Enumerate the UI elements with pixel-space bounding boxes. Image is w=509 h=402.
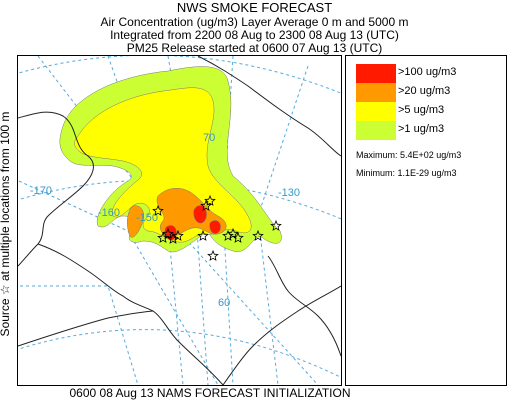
legend-item-1: >1 ug/m3: [356, 121, 502, 140]
legend-label-5: >5 ug/m3: [398, 104, 445, 116]
north-coast: [197, 56, 341, 157]
star-icon: [167, 232, 179, 244]
star-icon: [222, 229, 234, 241]
star-icon: [270, 219, 282, 231]
smoke-map: -170 -160 70 -130 60 -150: [18, 56, 341, 385]
graticule-labels: -170 -160 70 -130 60 -150: [30, 132, 300, 309]
lon-label-2: -160: [98, 207, 120, 219]
star-icon: [252, 229, 264, 241]
legend-label-1: >1 ug/m3: [398, 123, 445, 135]
lon-label-4: -150: [136, 212, 158, 224]
coastline: [18, 56, 341, 385]
integration-period: Integrated from 2200 08 Aug to 2300 08 A…: [110, 28, 399, 42]
legend-item-100: >100 ug/m3: [356, 64, 502, 83]
star-icon: [200, 199, 212, 211]
map-title: NWS SMOKE FORECAST: [176, 0, 333, 15]
legend-item-5: >5 ug/m3: [356, 102, 502, 121]
lat-label-1: 70: [203, 132, 215, 144]
source-markers: [152, 194, 282, 261]
maximum-value: Maximum: 5.4E+02 ug/m3: [356, 150, 462, 160]
lat-line-50: [18, 329, 341, 378]
forecast-footer: 0600 08 Aug 13 NAMS FORECAST INITIALIZAT…: [69, 386, 351, 400]
star-icon: [157, 231, 169, 243]
lon-label-3: -130: [278, 187, 300, 199]
legend-swatch-1: [356, 121, 396, 140]
aleutian-chain: [18, 310, 154, 347]
lat-label-2: 60: [218, 297, 230, 309]
panhandle-coast: [267, 255, 341, 357]
plume-layer-3: [127, 188, 227, 238]
star-icon: [172, 229, 184, 241]
star-icon: [204, 194, 216, 206]
release-start: PM25 Release started at 0600 07 Aug 13 (…: [126, 41, 383, 55]
legend-label-100: >100 ug/m3: [398, 66, 457, 78]
legend-label-20: >20 ug/m3: [398, 85, 451, 97]
lon-line-c: [18, 285, 139, 385]
lon-label-1: -170: [30, 185, 52, 197]
star-icon: [207, 249, 219, 261]
source-side-label: Source ☆ at multiple locations from 100 …: [0, 112, 12, 337]
legend-panel: >100 ug/m3 >20 ug/m3 >5 ug/m3 >1 ug/m3 M…: [345, 55, 507, 386]
star-icon: [197, 229, 209, 241]
concentration-subtitle: Air Concentration (ug/m3) Layer Average …: [100, 15, 409, 29]
southeast-coast: [222, 285, 341, 385]
legend-swatch-20: [356, 83, 396, 102]
legend-swatch-5: [356, 102, 396, 121]
star-icon: [152, 204, 164, 216]
southwest-coast: [37, 243, 224, 385]
minimum-value: Minimum: 1.1E-29 ug/m3: [356, 168, 457, 178]
legend-item-20: >20 ug/m3: [356, 83, 502, 102]
star-icon: [232, 231, 244, 243]
legend-swatch-100: [356, 64, 396, 83]
map-panel: -170 -160 70 -130 60 -150: [17, 55, 342, 386]
